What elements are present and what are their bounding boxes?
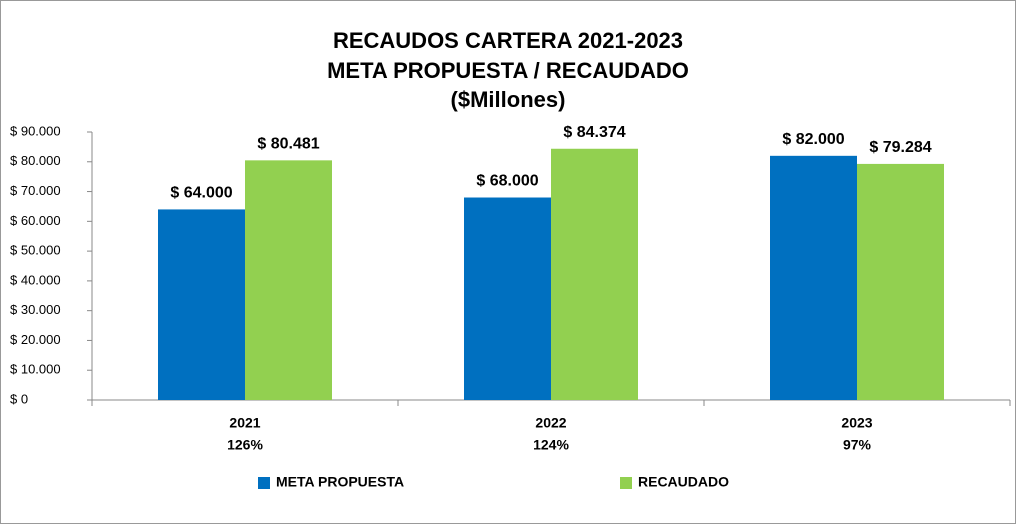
chart-title: RECAUDOS CARTERA 2021-2023 (333, 28, 683, 53)
x-tick-label: 2023 (841, 415, 872, 431)
y-tick-label: $ 80.000 (10, 153, 61, 168)
x-tick-label: 2022 (535, 415, 566, 431)
legend-swatch (620, 477, 632, 489)
y-tick-label: $ 50.000 (10, 243, 61, 258)
legend-label: RECAUDADO (638, 474, 729, 490)
bar (158, 209, 245, 400)
bar (245, 160, 332, 400)
x-tick-note: 97% (843, 437, 872, 453)
value-label: $ 84.374 (563, 124, 625, 141)
y-tick-label: $ 90.000 (10, 123, 61, 138)
x-tick-note: 124% (533, 437, 569, 453)
y-tick-label: $ 20.000 (10, 332, 61, 347)
bar (464, 197, 551, 400)
y-tick-label: $ 0 (10, 391, 28, 406)
bar (770, 155, 857, 400)
value-label: $ 82.000 (782, 131, 844, 148)
y-tick-label: $ 70.000 (10, 183, 61, 198)
chart-title: META PROPUESTA / RECAUDADO (327, 58, 689, 83)
value-label: $ 64.000 (170, 185, 232, 202)
legend-label: META PROPUESTA (276, 474, 404, 490)
y-tick-label: $ 10.000 (10, 362, 61, 377)
y-tick-label: $ 60.000 (10, 213, 61, 228)
chart-title: ($Millones) (451, 87, 566, 112)
legend-swatch (258, 477, 270, 489)
bar (857, 163, 944, 400)
value-label: $ 79.284 (869, 139, 931, 156)
x-tick-label: 2021 (229, 415, 260, 431)
value-label: $ 80.481 (257, 136, 319, 153)
x-tick-note: 126% (227, 437, 263, 453)
bar (551, 148, 638, 400)
value-label: $ 68.000 (476, 173, 538, 190)
y-tick-label: $ 40.000 (10, 272, 61, 287)
y-tick-label: $ 30.000 (10, 302, 61, 317)
